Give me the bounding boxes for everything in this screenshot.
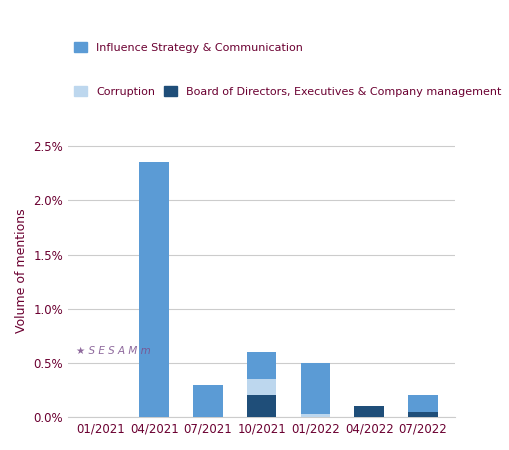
Bar (193, 385, 223, 417)
Text: ★ S E S A M m: ★ S E S A M m (76, 346, 151, 356)
Bar (247, 352, 276, 379)
Bar (354, 406, 384, 417)
Bar (139, 162, 169, 417)
Bar (247, 396, 276, 417)
Bar (301, 414, 330, 417)
Y-axis label: Volume of mentions: Volume of mentions (15, 208, 28, 333)
Legend: Corruption, Board of Directors, Executives & Company management: Corruption, Board of Directors, Executiv… (74, 86, 501, 97)
Bar (408, 412, 438, 417)
Bar (247, 379, 276, 396)
Bar (301, 363, 330, 414)
Bar (408, 396, 438, 412)
